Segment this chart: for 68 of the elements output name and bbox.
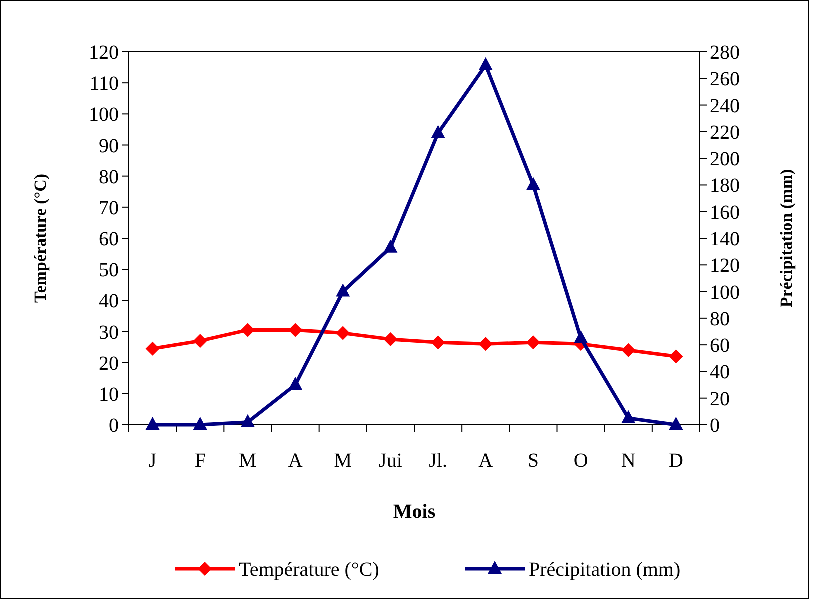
y-tick-label: 70 — [99, 197, 119, 220]
point — [384, 332, 398, 347]
x-axis-title: Mois — [393, 501, 436, 523]
y-tick-label: 80 — [99, 166, 119, 188]
y2-axis-title: Précipitation (mm) — [777, 169, 796, 308]
y2-tick-label: 280 — [710, 42, 740, 64]
y-axis-title: Température (°C) — [31, 174, 50, 304]
legend-label: Précipitation (mm) — [529, 559, 681, 581]
y2-tick-label: 160 — [710, 202, 740, 224]
x-tick-label: Jl. — [429, 450, 448, 472]
x-tick-label: F — [194, 450, 206, 472]
y2-tick-label: 240 — [710, 95, 740, 118]
point — [240, 323, 255, 338]
y2-tick-label: 220 — [710, 122, 740, 144]
point — [384, 240, 398, 253]
x-tick-label: A — [478, 450, 494, 472]
point — [526, 336, 540, 350]
point — [431, 125, 446, 138]
legend-label: Température (°C) — [239, 559, 380, 581]
y2-tick-label: 140 — [710, 228, 740, 250]
point — [622, 410, 636, 424]
y-tick-label: 60 — [99, 228, 119, 250]
y-tick-label: 120 — [89, 42, 119, 64]
point — [622, 343, 636, 358]
y2-tick-label: 20 — [710, 388, 730, 410]
point — [193, 334, 208, 348]
y-tick-label: 50 — [99, 260, 119, 282]
point — [240, 414, 255, 428]
x-tick-label: Jui — [379, 450, 403, 472]
point — [526, 177, 540, 190]
point — [288, 323, 303, 338]
y-tick-label: 20 — [99, 352, 119, 375]
point — [193, 417, 208, 430]
y2-tick-label: 120 — [710, 255, 740, 278]
y2-tick-label: 0 — [710, 415, 720, 437]
point — [431, 336, 446, 350]
point — [669, 417, 684, 430]
y2-tick-label: 60 — [710, 335, 730, 358]
point — [336, 326, 350, 340]
point — [336, 284, 350, 297]
point — [478, 57, 493, 70]
x-tick-label: O — [574, 450, 588, 472]
y-tick-label: 10 — [99, 384, 119, 406]
y2-tick-label: 200 — [710, 148, 740, 171]
y-tick-label: 0 — [109, 415, 119, 437]
x-tick-label: N — [621, 450, 636, 472]
y2-tick-label: 80 — [710, 308, 730, 330]
point — [146, 417, 160, 430]
point — [146, 342, 160, 356]
point — [669, 350, 684, 364]
point — [288, 377, 303, 390]
x-tick-label: M — [334, 450, 352, 472]
y2-tick-label: 40 — [710, 362, 730, 384]
x-tick-label: D — [668, 450, 684, 472]
x-tick-label: M — [239, 450, 258, 472]
y-tick-label: 30 — [99, 322, 119, 344]
y2-tick-label: 180 — [710, 175, 740, 198]
y-tick-label: 100 — [89, 104, 119, 126]
y-tick-label: 40 — [99, 290, 119, 313]
y-tick-label: 110 — [90, 73, 119, 96]
x-tick-label: A — [288, 450, 304, 472]
point — [574, 330, 588, 344]
point — [478, 337, 493, 352]
y2-tick-label: 260 — [710, 68, 740, 91]
x-tick-label: S — [528, 450, 540, 472]
y2-tick-label: 100 — [710, 282, 740, 304]
x-tick-label: J — [148, 450, 157, 472]
y-tick-label: 90 — [99, 135, 119, 158]
